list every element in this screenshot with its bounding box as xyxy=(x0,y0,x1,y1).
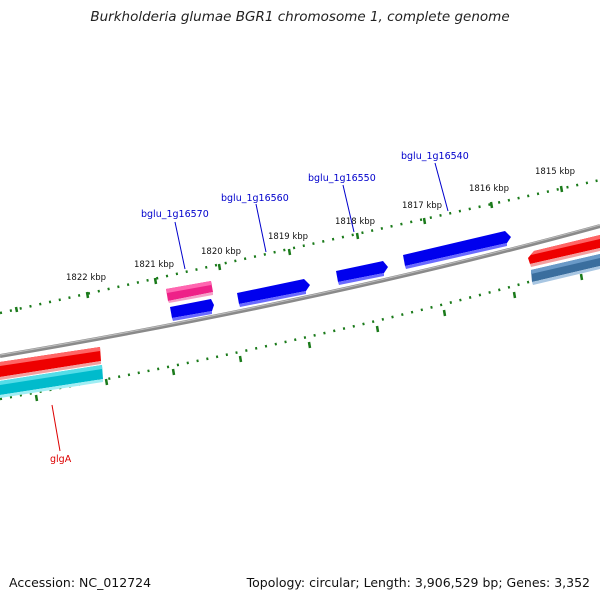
feature-red-right[interactable] xyxy=(528,235,600,267)
gene-label-bglu_1g16540[interactable]: bglu_1g16540 xyxy=(401,151,469,162)
gene-label-bglu_1g16560[interactable]: bglu_1g16560 xyxy=(221,193,289,204)
feature-pink[interactable] xyxy=(166,281,213,303)
tick-label-1821: 1821 kbp xyxy=(134,260,174,270)
leader-bglu_1g16550 xyxy=(342,184,355,233)
gene-bglu_1g16560-shape[interactable] xyxy=(237,279,310,307)
leader-bglu_1g16570 xyxy=(174,221,186,270)
gene-label-bglu_1g16570[interactable]: bglu_1g16570 xyxy=(141,209,209,220)
gene-bglu_1g16550-shape[interactable] xyxy=(336,261,388,285)
accession-text: Accession: NC_012724 xyxy=(9,575,152,590)
tick-label-1818: 1818 kbp xyxy=(335,217,375,227)
outer-ruler xyxy=(0,178,600,315)
gene-bglu_1g16570-shape[interactable] xyxy=(170,299,214,321)
tick-label-1822: 1822 kbp xyxy=(66,273,106,283)
tick-label-1820: 1820 kbp xyxy=(201,247,241,257)
genome-summary-text: Topology: circular; Length: 3,906,529 bp… xyxy=(246,575,590,590)
feature-red-left[interactable] xyxy=(0,347,101,380)
leader-glgA xyxy=(51,404,61,452)
gene-label-bglu_1g16550[interactable]: bglu_1g16550 xyxy=(308,173,376,184)
leader-bglu_1g16560 xyxy=(255,203,267,253)
gene-label-glgA[interactable]: glgA xyxy=(50,454,72,465)
gene-glgA-shape[interactable] xyxy=(0,365,103,398)
gene-bglu_1g16540-shape[interactable] xyxy=(403,231,511,269)
map-title: Burkholderia glumae BGR1 chromosome 1, c… xyxy=(90,9,510,25)
tick-label-1819: 1819 kbp xyxy=(268,232,308,242)
leader-bglu_1g16540 xyxy=(434,162,449,212)
inner-ruler xyxy=(0,260,600,402)
inner-ruler-ticks xyxy=(34,273,584,402)
inner-ruler-dots xyxy=(0,260,600,401)
outer-ruler-ticks xyxy=(14,185,564,313)
tick-label-1816: 1816 kbp xyxy=(469,184,509,194)
feature-steel-right[interactable] xyxy=(531,254,600,285)
chromosome-backbone xyxy=(0,224,600,358)
tick-label-1815: 1815 kbp xyxy=(535,167,575,177)
tick-label-1817: 1817 kbp xyxy=(402,201,442,211)
